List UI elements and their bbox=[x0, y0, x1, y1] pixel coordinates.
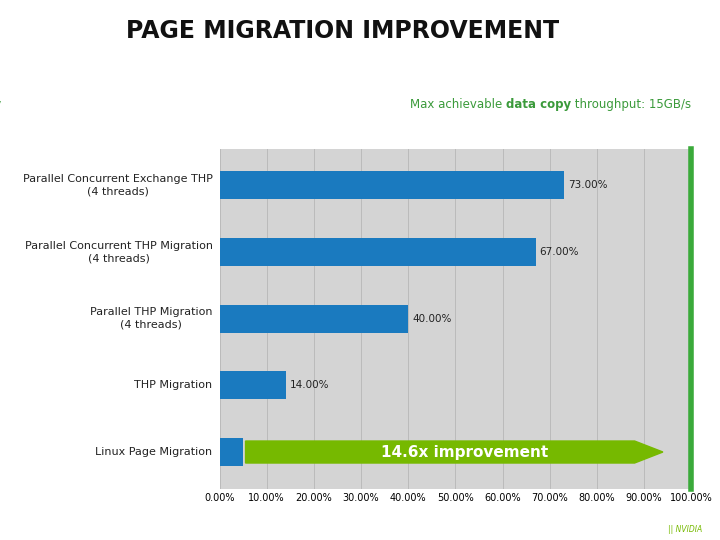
Text: 5.00%: 5.00% bbox=[247, 447, 280, 457]
Text: 40.00%: 40.00% bbox=[412, 314, 451, 323]
Text: 14.6x improvement: 14.6x improvement bbox=[381, 444, 549, 460]
Bar bbox=[220, 238, 536, 266]
Text: PAGE MIGRATION IMPROVEMENT: PAGE MIGRATION IMPROVEMENT bbox=[126, 19, 559, 43]
Text: THP Migration: THP Migration bbox=[135, 380, 212, 390]
Bar bbox=[220, 372, 286, 399]
Bar bbox=[220, 438, 243, 466]
Text: Linux Page Migration: Linux Page Migration bbox=[96, 447, 212, 457]
Text: throughput: 15GB/s: throughput: 15GB/s bbox=[571, 98, 691, 111]
Text: Parallel Concurrent THP Migration
(4 threads): Parallel Concurrent THP Migration (4 thr… bbox=[24, 241, 212, 263]
Text: 67.00%: 67.00% bbox=[539, 247, 579, 257]
Bar bbox=[220, 171, 564, 199]
Text: Parallel THP Migration
(4 threads): Parallel THP Migration (4 threads) bbox=[90, 307, 212, 330]
Text: data copy: data copy bbox=[0, 98, 1, 111]
Text: 73.00%: 73.00% bbox=[567, 180, 607, 190]
Bar bbox=[220, 305, 408, 333]
Text: || NVIDIA: || NVIDIA bbox=[667, 524, 702, 534]
Text: 14.00%: 14.00% bbox=[289, 380, 329, 390]
Text: Max achievable: Max achievable bbox=[410, 98, 506, 111]
FancyArrow shape bbox=[246, 441, 663, 463]
Text: data copy: data copy bbox=[506, 98, 571, 111]
Text: Parallel Concurrent Exchange THP
(4 threads): Parallel Concurrent Exchange THP (4 thre… bbox=[22, 174, 212, 197]
